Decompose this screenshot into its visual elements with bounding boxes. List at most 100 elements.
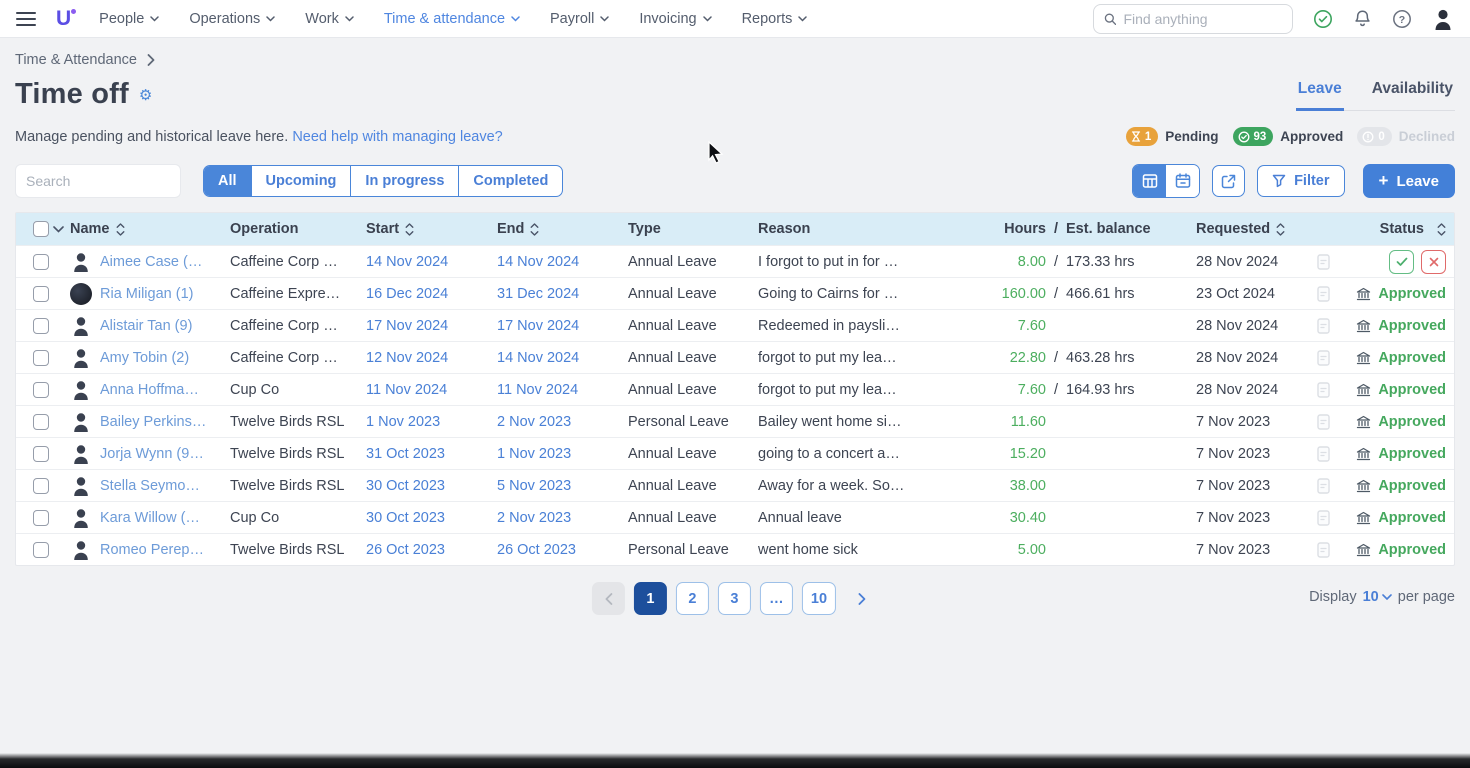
filter-chip-all[interactable]: All: [204, 166, 251, 196]
end-date-link[interactable]: 2 Nov 2023: [497, 510, 571, 526]
employee-name-link[interactable]: Ria Miligan (1): [100, 286, 193, 302]
end-date-link[interactable]: 14 Nov 2024: [497, 350, 579, 366]
note-icon[interactable]: [1317, 542, 1330, 558]
notifications-button[interactable]: [1353, 9, 1372, 29]
table-search[interactable]: [15, 164, 181, 198]
filter-chip-in-progress[interactable]: In progress: [350, 166, 458, 196]
employee-name-link[interactable]: Bailey Perkins…: [100, 414, 206, 430]
column-header-end[interactable]: End: [497, 221, 628, 237]
column-header-name[interactable]: Name: [70, 221, 230, 237]
status-badge-pending[interactable]: 1Pending: [1126, 127, 1219, 146]
page-ellipsis-button[interactable]: …: [760, 582, 793, 615]
start-date-link[interactable]: 17 Nov 2024: [366, 318, 448, 334]
previous-page-button[interactable]: [592, 582, 625, 615]
column-header-hours[interactable]: Hours: [954, 221, 1046, 237]
row-checkbox[interactable]: [33, 286, 49, 302]
app-logo[interactable]: U: [56, 8, 71, 29]
start-date-link[interactable]: 11 Nov 2024: [366, 382, 447, 398]
end-date-link[interactable]: 1 Nov 2023: [497, 446, 571, 462]
user-avatar[interactable]: [1432, 7, 1454, 31]
column-header-reason[interactable]: Reason: [758, 221, 954, 237]
start-date-link[interactable]: 1 Nov 2023: [366, 414, 440, 430]
end-date-link[interactable]: 2 Nov 2023: [497, 414, 571, 430]
add-leave-button[interactable]: + Leave: [1363, 164, 1455, 198]
global-search-input[interactable]: [1123, 11, 1282, 27]
decline-button[interactable]: [1421, 250, 1446, 274]
sort-icon[interactable]: [116, 223, 125, 236]
start-date-link[interactable]: 30 Oct 2023: [366, 478, 445, 494]
note-icon[interactable]: [1317, 318, 1330, 334]
note-icon[interactable]: [1317, 478, 1330, 494]
employee-name-link[interactable]: Anna Hoffma…: [100, 382, 199, 398]
end-date-link[interactable]: 26 Oct 2023: [497, 542, 576, 558]
note-icon[interactable]: [1317, 286, 1330, 302]
note-icon[interactable]: [1317, 382, 1330, 398]
end-date-link[interactable]: 5 Nov 2023: [497, 478, 571, 494]
select-all-checkbox[interactable]: [33, 221, 49, 237]
note-icon[interactable]: [1317, 446, 1330, 462]
nav-item-reports[interactable]: Reports: [742, 11, 808, 27]
note-icon[interactable]: [1317, 350, 1330, 366]
note-icon[interactable]: [1317, 510, 1330, 526]
sort-icon[interactable]: [530, 223, 539, 236]
start-date-link[interactable]: 30 Oct 2023: [366, 510, 445, 526]
row-checkbox[interactable]: [33, 382, 49, 398]
nav-item-people[interactable]: People: [99, 11, 159, 27]
page-button-10[interactable]: 10: [802, 582, 836, 615]
start-date-link[interactable]: 14 Nov 2024: [366, 254, 448, 270]
column-header-balance[interactable]: Est. balance: [1066, 221, 1196, 237]
tab-availability[interactable]: Availability: [1370, 74, 1455, 111]
column-header-type[interactable]: Type: [628, 221, 758, 237]
end-date-link[interactable]: 17 Nov 2024: [497, 318, 579, 334]
employee-name-link[interactable]: Aimee Case (…: [100, 254, 202, 270]
row-checkbox[interactable]: [33, 254, 49, 270]
help-link[interactable]: Need help with managing leave?: [292, 129, 502, 145]
note-icon[interactable]: [1317, 414, 1330, 430]
end-date-link[interactable]: 11 Nov 2024: [497, 382, 578, 398]
sort-icon[interactable]: [1276, 223, 1285, 236]
table-view-button[interactable]: [1133, 165, 1166, 197]
row-checkbox[interactable]: [33, 542, 49, 558]
start-date-link[interactable]: 31 Oct 2023: [366, 446, 445, 462]
row-checkbox[interactable]: [33, 510, 49, 526]
employee-name-link[interactable]: Romeo Perep…: [100, 542, 204, 558]
calendar-view-button[interactable]: [1166, 165, 1199, 197]
per-page-select[interactable]: 10: [1363, 589, 1392, 605]
status-badge-declined[interactable]: 0Declined: [1357, 127, 1455, 146]
column-header-operation[interactable]: Operation: [230, 221, 366, 237]
nav-item-work[interactable]: Work: [305, 11, 354, 27]
end-date-link[interactable]: 31 Dec 2024: [497, 286, 579, 302]
sort-icon[interactable]: [405, 223, 414, 236]
row-checkbox[interactable]: [33, 446, 49, 462]
column-header-requested[interactable]: Requested: [1196, 221, 1308, 237]
breadcrumb-link[interactable]: Time & Attendance: [15, 52, 137, 68]
start-date-link[interactable]: 12 Nov 2024: [366, 350, 448, 366]
row-checkbox[interactable]: [33, 478, 49, 494]
filter-chip-upcoming[interactable]: Upcoming: [251, 166, 351, 196]
row-checkbox[interactable]: [33, 318, 49, 334]
column-header-start[interactable]: Start: [366, 221, 497, 237]
row-checkbox[interactable]: [33, 350, 49, 366]
bulk-actions-chevron-icon[interactable]: [53, 226, 64, 233]
end-date-link[interactable]: 14 Nov 2024: [497, 254, 579, 270]
page-button-3[interactable]: 3: [718, 582, 751, 615]
filter-chip-completed[interactable]: Completed: [458, 166, 562, 196]
next-page-button[interactable]: [845, 582, 878, 615]
nav-item-payroll[interactable]: Payroll: [550, 11, 609, 27]
filter-button[interactable]: Filter: [1257, 165, 1344, 197]
tab-leave[interactable]: Leave: [1296, 74, 1344, 111]
employee-name-link[interactable]: Kara Willow (…: [100, 510, 200, 526]
tasks-done-button[interactable]: [1313, 9, 1333, 29]
status-badge-approved[interactable]: 93Approved: [1233, 127, 1344, 146]
employee-name-link[interactable]: Alistair Tan (9): [100, 318, 192, 334]
employee-name-link[interactable]: Jorja Wynn (9…: [100, 446, 204, 462]
row-checkbox[interactable]: [33, 414, 49, 430]
nav-item-invoicing[interactable]: Invoicing: [639, 11, 711, 27]
global-search[interactable]: [1093, 4, 1293, 34]
approve-button[interactable]: [1389, 250, 1414, 274]
hamburger-menu-icon[interactable]: [16, 12, 36, 26]
employee-name-link[interactable]: Stella Seymo…: [100, 478, 200, 494]
export-button[interactable]: [1212, 165, 1245, 197]
employee-name-link[interactable]: Amy Tobin (2): [100, 350, 189, 366]
settings-gear-icon[interactable]: ⚙: [139, 86, 152, 104]
